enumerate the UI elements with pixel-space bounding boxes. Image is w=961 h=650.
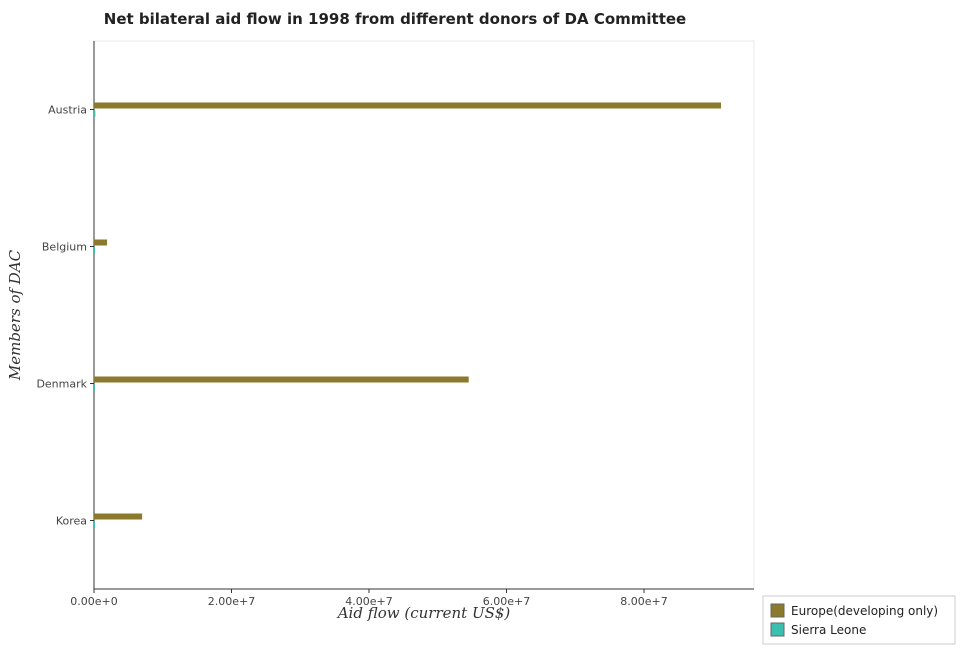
bar-austria-series-2	[94, 110, 96, 117]
x-tick-label: 6.00e+7	[483, 595, 530, 608]
chart-title: Net bilateral aid flow in 1998 from diff…	[104, 10, 686, 28]
bar-denmark-series-2	[94, 384, 95, 391]
bars-group	[94, 102, 721, 528]
legend-swatch-1	[770, 603, 785, 618]
x-tick-label: 0.00e+0	[70, 595, 117, 608]
bar-belgium-series-1	[94, 239, 108, 246]
x-axis-label: Aid flow (current US$)	[336, 604, 511, 622]
x-tick-label: 4.00e+7	[345, 595, 392, 608]
bar-austria-series-1	[94, 102, 721, 109]
x-tick-label: 2.00e+7	[208, 595, 255, 608]
bar-korea-series-1	[94, 513, 143, 520]
bar-denmark-series-1	[94, 376, 469, 383]
x-tick-label: 8.00e+7	[620, 595, 667, 608]
legend-frame	[762, 595, 956, 645]
y-tick-label: Belgium	[42, 241, 87, 254]
plot-frame	[93, 40, 755, 590]
y-tick-label: Denmark	[36, 378, 87, 391]
legend: Europe(developing only) Sierra Leone	[762, 595, 956, 645]
legend-label-1: Europe(developing only)	[791, 604, 938, 618]
y-ticks-group: Austria Belgium Denmark Korea	[36, 104, 94, 528]
y-axis-label: Members of DAC	[6, 249, 24, 381]
legend-label-2: Sierra Leone	[791, 623, 866, 637]
y-tick-label: Korea	[56, 515, 87, 528]
bar-belgium-series-2	[94, 247, 96, 254]
bar-korea-series-2	[94, 521, 95, 528]
legend-swatch-2	[770, 622, 785, 637]
x-ticks-group: 0.00e+0 2.00e+7 4.00e+7 6.00e+7 8.00e+7	[70, 589, 668, 608]
y-tick-label: Austria	[48, 104, 87, 117]
